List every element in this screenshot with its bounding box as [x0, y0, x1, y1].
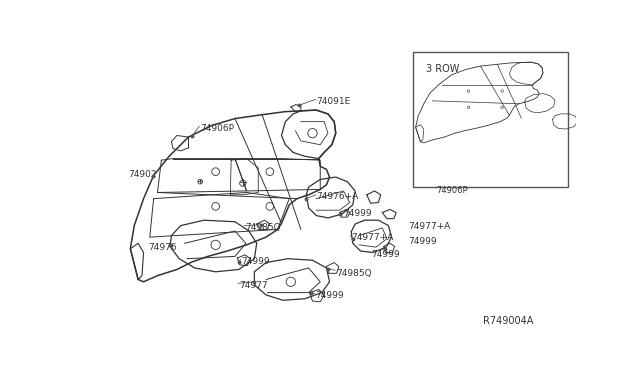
Text: 3 ROW: 3 ROW — [426, 64, 460, 74]
Text: 74977: 74977 — [239, 281, 268, 290]
Text: 74902: 74902 — [128, 170, 157, 179]
Text: 74906P: 74906P — [436, 186, 468, 195]
Text: 74999: 74999 — [371, 250, 400, 259]
Text: 74976+A: 74976+A — [316, 192, 358, 202]
Text: R749004A: R749004A — [483, 316, 533, 326]
Text: 74976: 74976 — [148, 243, 177, 252]
Text: 74999: 74999 — [343, 209, 371, 218]
Bar — [413, 52, 568, 187]
Text: 74999: 74999 — [241, 257, 270, 266]
Text: 74977+A: 74977+A — [351, 233, 394, 242]
Text: 74985Q: 74985Q — [245, 223, 281, 232]
Text: 74906P: 74906P — [200, 124, 234, 133]
Text: 74985Q: 74985Q — [336, 269, 371, 278]
Text: 74977+A: 74977+A — [408, 222, 451, 231]
Text: 74999: 74999 — [408, 237, 437, 246]
Text: 74999: 74999 — [316, 291, 344, 300]
Text: 74091E: 74091E — [316, 97, 351, 106]
